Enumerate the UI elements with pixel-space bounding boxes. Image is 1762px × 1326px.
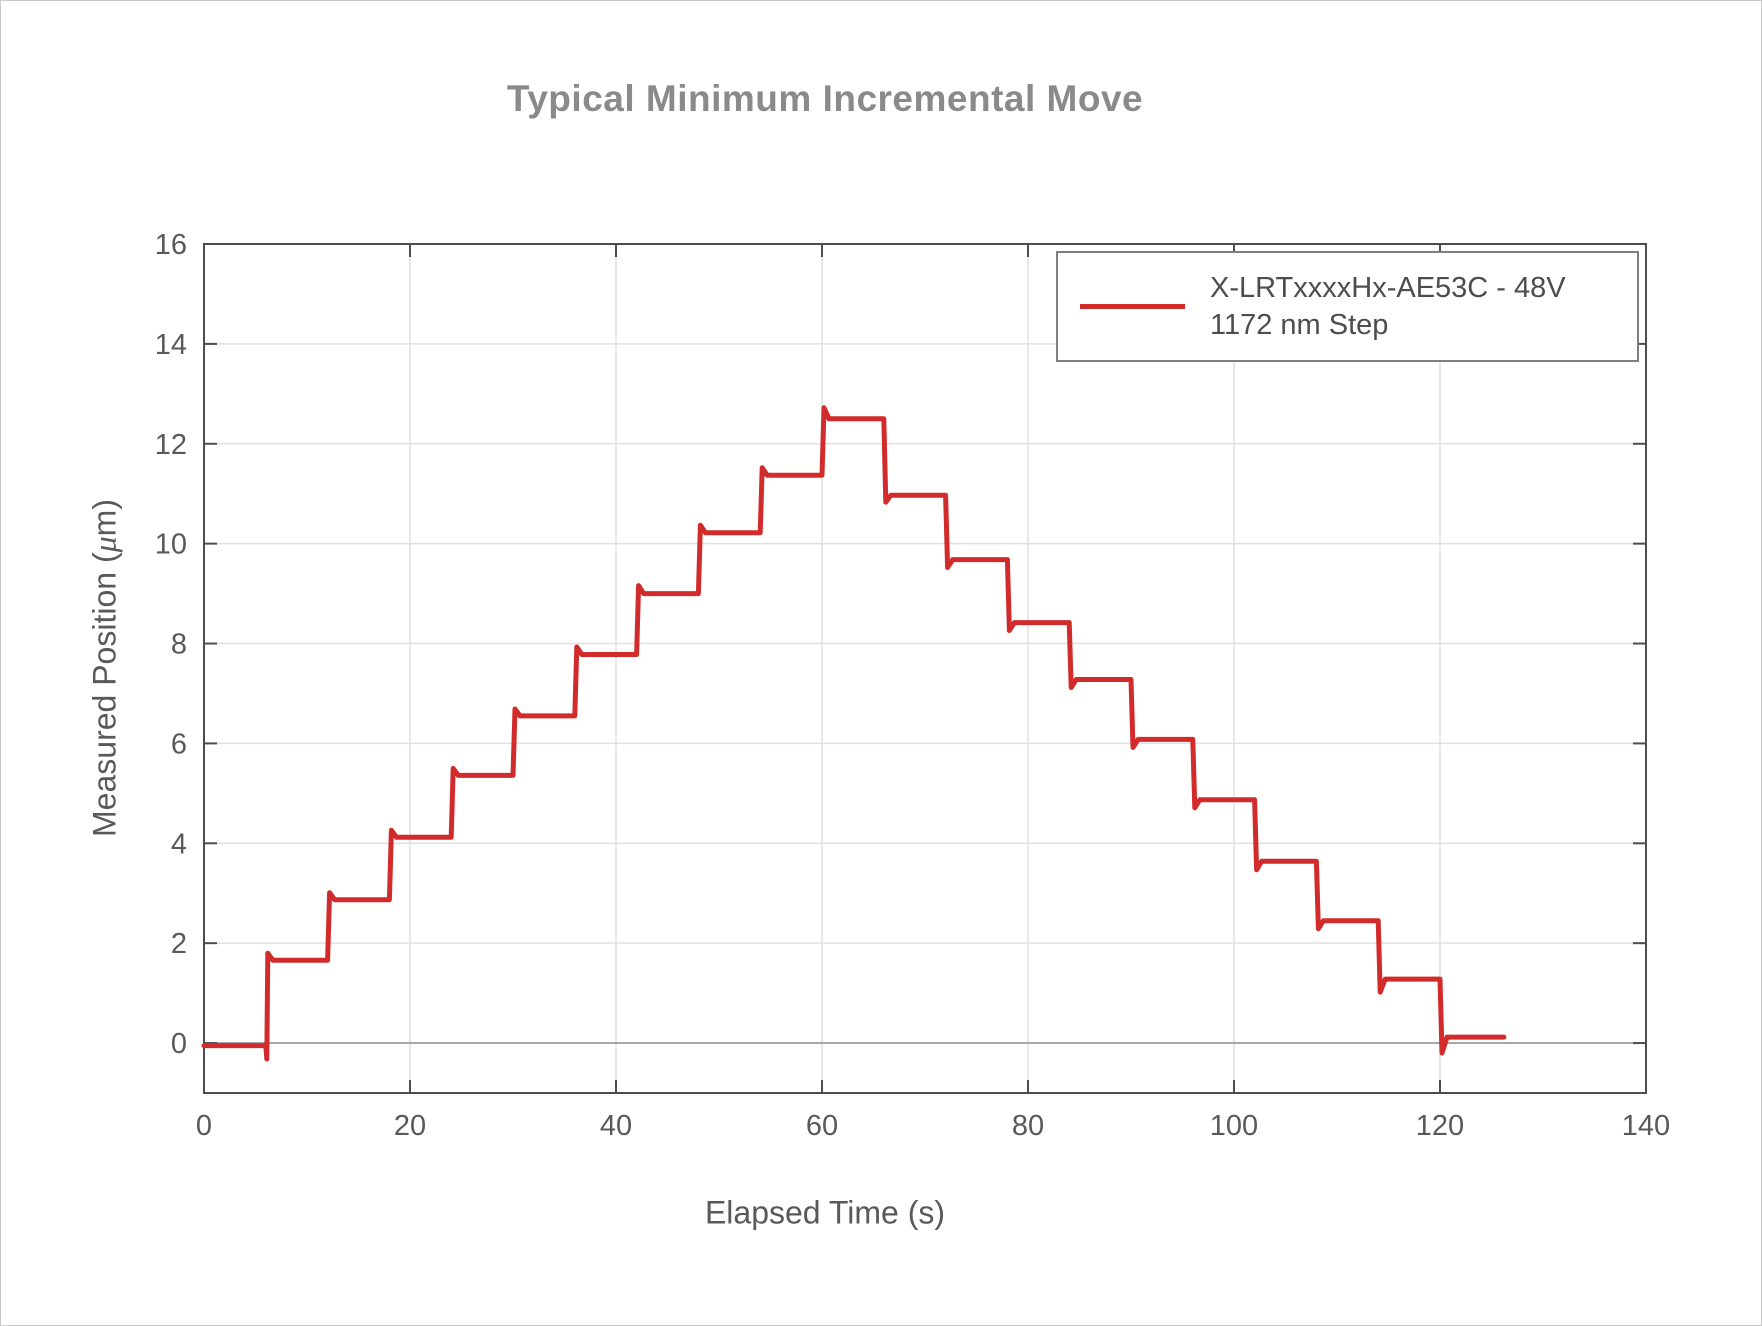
- x-tick-label: 0: [196, 1110, 212, 1142]
- y-tick-label: 6: [171, 728, 187, 760]
- y-tick-label: 8: [171, 629, 187, 661]
- y-tick-label: 12: [155, 429, 187, 461]
- series-path: [201, 405, 1507, 1062]
- y-axis-label: Measured Position (μm): [87, 499, 124, 837]
- x-tick-label: 140: [1622, 1110, 1670, 1142]
- x-tick-label: 100: [1210, 1110, 1258, 1142]
- x-tick-label: 40: [600, 1110, 632, 1142]
- y-axis-label-suffix: m): [86, 499, 123, 537]
- y-tick-label: 10: [155, 529, 187, 561]
- y-tick-label: 2: [171, 928, 187, 960]
- chart-title: Typical Minimum Incremental Move: [506, 78, 1144, 119]
- legend-label-line1: X-LRTxxxxHx-AE53C - 48V: [1210, 271, 1566, 304]
- x-tick-label: 60: [806, 1110, 838, 1142]
- axes-box: [203, 243, 1647, 1094]
- legend: X-LRTxxxxHx-AE53C - 48V 1172 nm Step: [1056, 251, 1639, 362]
- y-tick-label: 4: [171, 828, 187, 860]
- mu-symbol: μ: [86, 536, 123, 553]
- x-axis-label: Elapsed Time (s): [704, 1194, 946, 1231]
- x-tick-label: 120: [1416, 1110, 1464, 1142]
- legend-line-sample: [1080, 304, 1185, 309]
- x-tick-label: 20: [394, 1110, 426, 1142]
- y-tick-label: 0: [171, 1028, 187, 1060]
- y-axis-label-prefix: Measured Position (: [86, 552, 123, 837]
- y-tick-label: 14: [155, 329, 187, 361]
- legend-text: X-LRTxxxxHx-AE53C - 48V 1172 nm Step: [1210, 270, 1566, 344]
- legend-label-line2: 1172 nm Step: [1210, 308, 1389, 341]
- y-tick-label: 16: [155, 229, 187, 261]
- x-tick-label: 80: [1012, 1110, 1044, 1142]
